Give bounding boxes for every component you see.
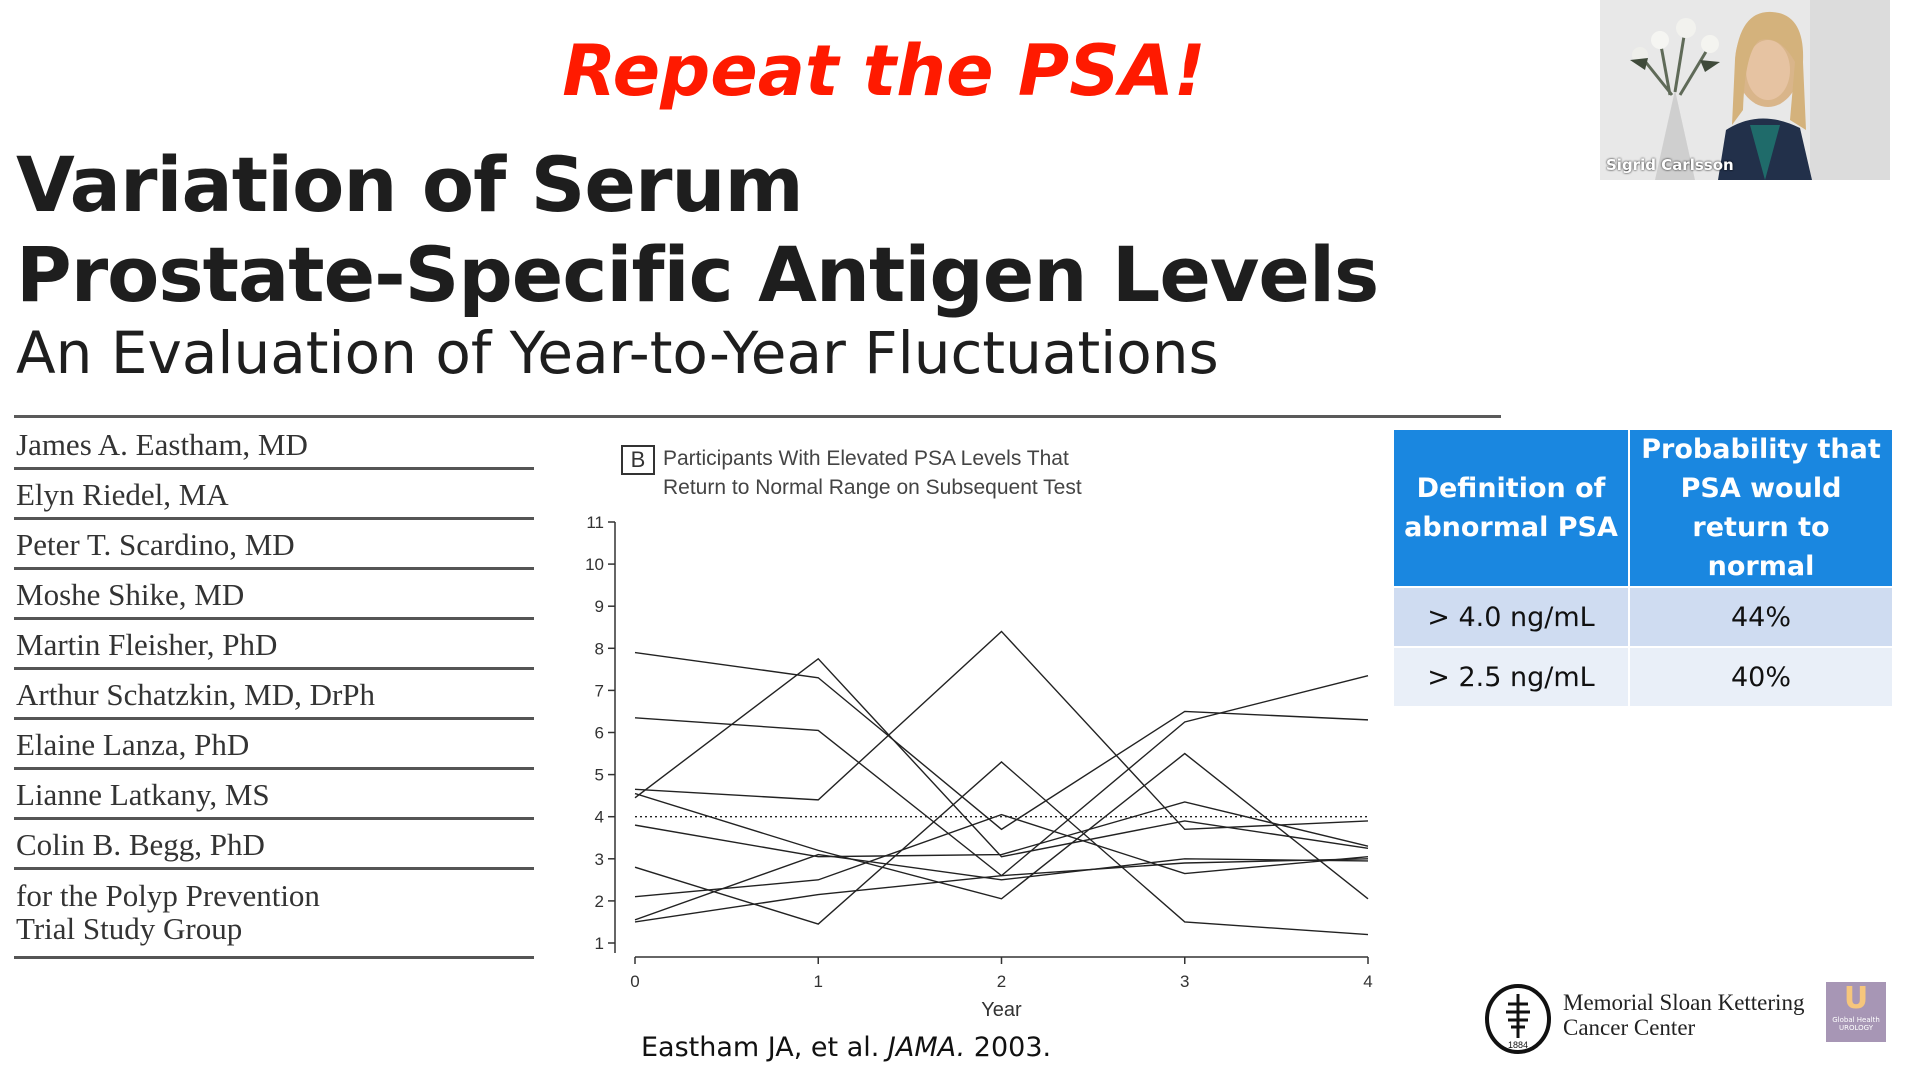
y-tick-label: 5 — [595, 766, 604, 785]
y-tick-label: 7 — [595, 681, 604, 700]
flowers-decoration — [1630, 18, 1720, 180]
urology-badge: U Global Health UROLOGY — [1826, 982, 1886, 1042]
slide-headline: Repeat the PSA! — [562, 30, 1206, 112]
speaker-video-tile[interactable]: Sigrid Carlsson — [1600, 0, 1890, 180]
speaker-video-frame — [1600, 0, 1890, 180]
citation-authors: Eastham JA, et al. — [641, 1032, 888, 1063]
speaker-name-label: Sigrid Carlsson — [1606, 156, 1734, 174]
x-tick-label: 2 — [997, 972, 1006, 991]
y-tick-label: 2 — [595, 892, 604, 911]
table-cell: 44% — [1628, 586, 1894, 648]
article-title: Variation of Serum Prostate-Specific Ant… — [16, 140, 1379, 320]
y-tick-label: 8 — [595, 639, 604, 658]
series-line — [634, 657, 1369, 858]
urology-badge-label: UROLOGY — [1838, 1024, 1873, 1032]
msk-logo-line: Cancer Center — [1563, 1015, 1696, 1040]
urology-badge-letter: U — [1843, 981, 1869, 1016]
series-line — [634, 651, 1369, 831]
series-line — [634, 630, 1369, 831]
y-tick-label: 1 — [595, 934, 604, 953]
chart-title-line: Participants With Elevated PSA Levels Th… — [663, 447, 1069, 470]
x-tick-label: 1 — [814, 972, 823, 991]
table-cell: 40% — [1628, 646, 1894, 708]
panel-label: B — [621, 445, 655, 475]
y-tick-label: 11 — [586, 513, 604, 532]
msk-seal-year: 1884 — [1508, 1040, 1528, 1050]
author-name: Elyn Riedel, MA — [14, 470, 534, 520]
author-name: Moshe Shike, MD — [14, 570, 534, 620]
citation-journal: JAMA. — [887, 1032, 966, 1063]
author-name: Lianne Latkany, MS — [14, 770, 534, 820]
x-axis-label: Year — [981, 999, 1022, 1021]
column-header: Probability that PSA would return to nor… — [1628, 428, 1894, 588]
author-name: James A. Eastham, MD — [14, 420, 534, 470]
article-title-line: Prostate-Specific Antigen Levels — [16, 230, 1379, 319]
series-line — [634, 752, 1369, 900]
study-group: for the Polyp Prevention Trial Study Gro… — [14, 870, 534, 959]
study-group-line: Trial Study Group — [16, 911, 243, 946]
urology-badge-label: Global Health — [1832, 1016, 1880, 1024]
psa-probability-table: Definition of abnormal PSA Probability t… — [1392, 428, 1894, 708]
author-name: Arthur Schatzkin, MD, DrPh — [14, 670, 534, 720]
psa-line-chart: 1 2 3 4 5 6 7 8 9 10 11 0 1 2 3 4 Year — [585, 513, 1373, 1021]
speaker-silhouette — [1718, 11, 1812, 180]
author-name: Elaine Lanza, PhD — [14, 720, 534, 770]
author-name: Colin B. Begg, PhD — [14, 820, 534, 870]
citation: Eastham JA, et al. JAMA. 2003. — [641, 1032, 1051, 1063]
column-header: Definition of abnormal PSA — [1392, 428, 1630, 588]
y-tick-label: 6 — [595, 724, 604, 743]
series-line — [634, 853, 1369, 921]
author-list: James A. Eastham, MD Elyn Riedel, MA Pet… — [14, 420, 534, 959]
table-cell: > 4.0 ng/mL — [1392, 586, 1630, 648]
article-title-line: Variation of Serum — [16, 140, 804, 229]
table-header-row: Definition of abnormal PSA Probability t… — [1392, 428, 1894, 588]
series-line — [634, 813, 1369, 898]
title-divider — [14, 415, 1501, 418]
table-cell: > 2.5 ng/mL — [1392, 646, 1630, 708]
y-tick-label: 9 — [595, 597, 604, 616]
chart-title-line: Return to Normal Range on Subsequent Tes… — [663, 476, 1082, 499]
table-row: > 4.0 ng/mL 44% — [1392, 586, 1894, 648]
y-tick-label: 3 — [595, 850, 604, 869]
msk-seal-icon: 1884 — [1485, 984, 1551, 1054]
x-tick-label: 0 — [630, 972, 639, 991]
chart-title: Participants With Elevated PSA Levels Th… — [663, 444, 1223, 502]
y-tick-label: 4 — [595, 808, 604, 827]
author-name: Peter T. Scardino, MD — [14, 520, 534, 570]
x-tick-label: 4 — [1363, 972, 1372, 991]
x-tick-label: 3 — [1180, 972, 1189, 991]
table-row: > 2.5 ng/mL 40% — [1392, 646, 1894, 708]
series-line — [634, 674, 1369, 877]
series-line — [634, 761, 1369, 936]
citation-year: 2003. — [965, 1032, 1052, 1063]
article-subtitle: An Evaluation of Year-to-Year Fluctuatio… — [16, 319, 1219, 387]
msk-logo-text: Memorial Sloan Kettering Cancer Center — [1563, 990, 1804, 1040]
author-name: Martin Fleisher, PhD — [14, 620, 534, 670]
msk-logo: 1884 Memorial Sloan Kettering Cancer Cen… — [1484, 982, 1886, 1054]
series-line — [634, 801, 1369, 858]
msk-logo-line: Memorial Sloan Kettering — [1563, 990, 1805, 1015]
y-tick-label: 10 — [585, 555, 604, 574]
series-line — [634, 858, 1369, 923]
study-group-line: for the Polyp Prevention — [16, 878, 320, 913]
